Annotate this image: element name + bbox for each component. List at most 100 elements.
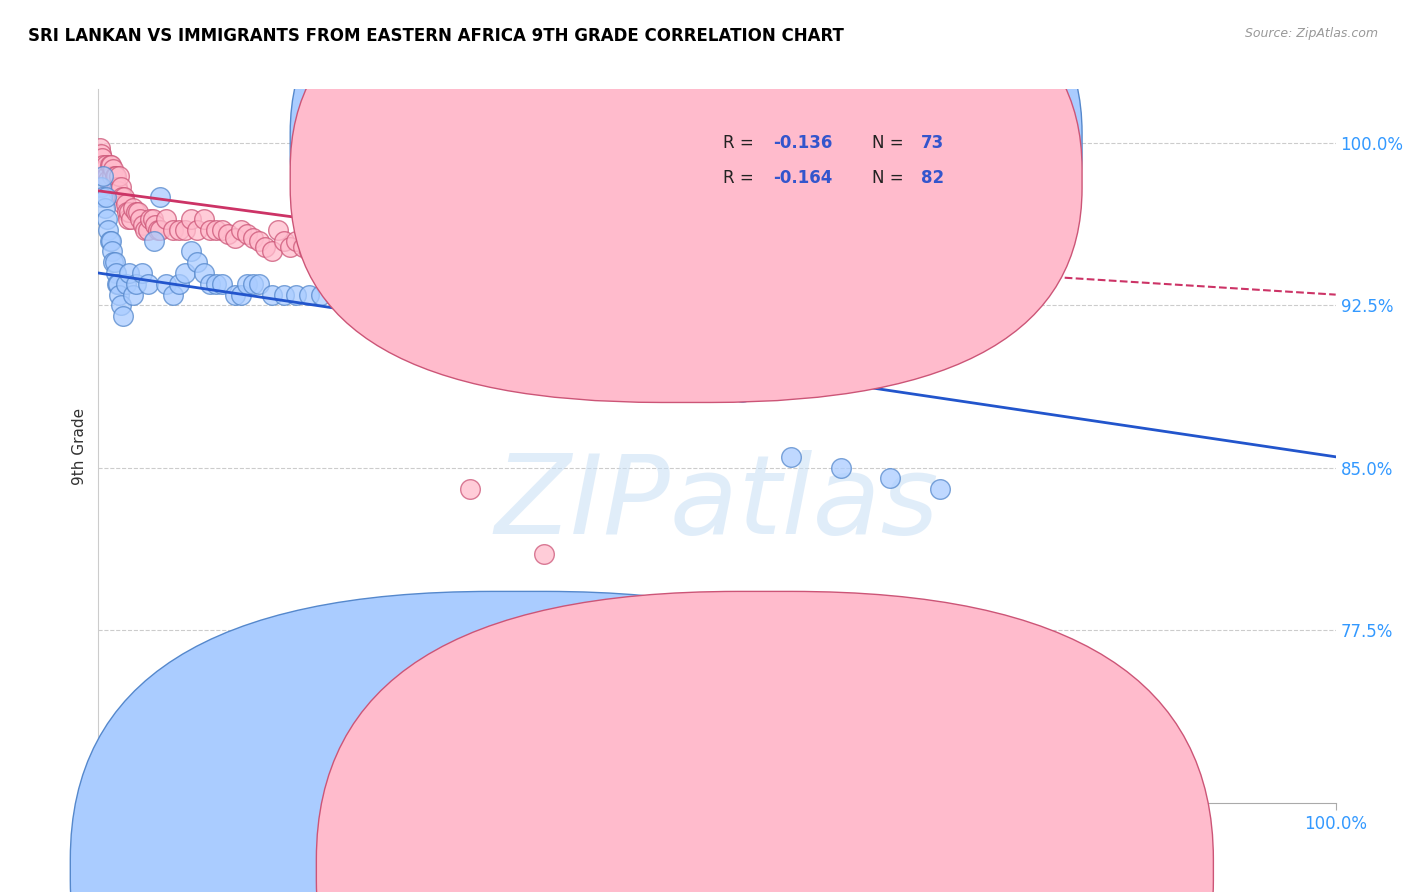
Point xyxy=(149,190,172,204)
Point xyxy=(127,205,149,219)
Point xyxy=(928,482,950,496)
Point xyxy=(143,234,166,248)
Point xyxy=(143,219,166,233)
Point xyxy=(347,255,370,269)
FancyBboxPatch shape xyxy=(637,107,1021,228)
Point xyxy=(224,231,246,245)
Text: ZIPatlas: ZIPatlas xyxy=(495,450,939,557)
Point xyxy=(205,223,228,237)
Text: SRI LANKAN VS IMMIGRANTS FROM EASTERN AFRICA 9TH GRADE CORRELATION CHART: SRI LANKAN VS IMMIGRANTS FROM EASTERN AF… xyxy=(28,27,844,45)
Point xyxy=(193,211,215,226)
Point xyxy=(508,348,530,362)
Point xyxy=(830,460,852,475)
Point xyxy=(98,158,121,172)
Point xyxy=(93,162,115,177)
FancyBboxPatch shape xyxy=(290,0,1083,367)
Point xyxy=(446,331,468,345)
Text: N =: N = xyxy=(872,134,908,152)
Point xyxy=(322,287,344,301)
Point xyxy=(360,261,382,276)
Point xyxy=(89,140,111,154)
Point xyxy=(112,196,135,211)
Point xyxy=(132,219,155,233)
Point xyxy=(98,234,121,248)
Point xyxy=(117,211,139,226)
Point xyxy=(90,147,112,161)
Text: Immigrants from Eastern Africa: Immigrants from Eastern Africa xyxy=(799,863,1039,877)
Point xyxy=(285,287,308,301)
Point xyxy=(458,320,481,334)
Point xyxy=(273,287,295,301)
Point xyxy=(193,266,215,280)
Point xyxy=(298,244,321,259)
Point xyxy=(94,158,117,172)
Point xyxy=(706,374,728,388)
Point xyxy=(134,223,156,237)
Point xyxy=(520,352,543,367)
Point xyxy=(198,223,221,237)
Point xyxy=(422,298,444,312)
Point xyxy=(247,277,270,291)
Point xyxy=(706,720,728,734)
Point xyxy=(247,234,270,248)
Point xyxy=(371,270,394,285)
Point xyxy=(162,287,184,301)
Point xyxy=(484,342,506,356)
Point xyxy=(91,190,114,204)
Point xyxy=(211,277,233,291)
Point xyxy=(96,169,118,183)
Point xyxy=(129,211,152,226)
Point xyxy=(180,211,202,226)
Point xyxy=(91,152,114,166)
Point xyxy=(681,374,703,388)
Point xyxy=(118,205,141,219)
Point xyxy=(97,223,120,237)
Point xyxy=(110,298,132,312)
Point xyxy=(111,190,134,204)
Point xyxy=(105,277,128,291)
Point xyxy=(110,179,132,194)
Point xyxy=(273,234,295,248)
Point xyxy=(120,211,142,226)
Point xyxy=(101,169,124,183)
Point xyxy=(631,363,654,377)
Point xyxy=(131,266,153,280)
Point xyxy=(508,342,530,356)
Point xyxy=(298,287,321,301)
Text: 73: 73 xyxy=(921,134,945,152)
Point xyxy=(422,310,444,324)
Point xyxy=(409,298,432,312)
Point xyxy=(471,331,494,345)
Point xyxy=(108,169,131,183)
Point xyxy=(582,352,605,367)
Text: N =: N = xyxy=(872,169,908,187)
Point xyxy=(155,277,177,291)
Point xyxy=(360,287,382,301)
Point xyxy=(174,266,197,280)
Point xyxy=(657,363,679,377)
Point xyxy=(242,231,264,245)
Point xyxy=(122,287,145,301)
Point xyxy=(105,179,128,194)
Point xyxy=(396,310,419,324)
Text: R =: R = xyxy=(723,169,759,187)
Point xyxy=(103,255,125,269)
Point xyxy=(112,190,135,204)
Point xyxy=(396,287,419,301)
Point xyxy=(205,277,228,291)
Text: -0.164: -0.164 xyxy=(773,169,832,187)
Point xyxy=(569,352,592,367)
Point xyxy=(149,223,172,237)
Point xyxy=(104,266,127,280)
Point xyxy=(335,287,357,301)
Point xyxy=(101,244,124,259)
Point xyxy=(100,234,122,248)
Point xyxy=(229,223,252,237)
Point xyxy=(103,255,125,269)
Point xyxy=(546,352,568,367)
Point xyxy=(103,169,125,183)
Point xyxy=(309,244,332,259)
Point xyxy=(104,169,127,183)
Point xyxy=(118,266,141,280)
Point xyxy=(108,287,131,301)
